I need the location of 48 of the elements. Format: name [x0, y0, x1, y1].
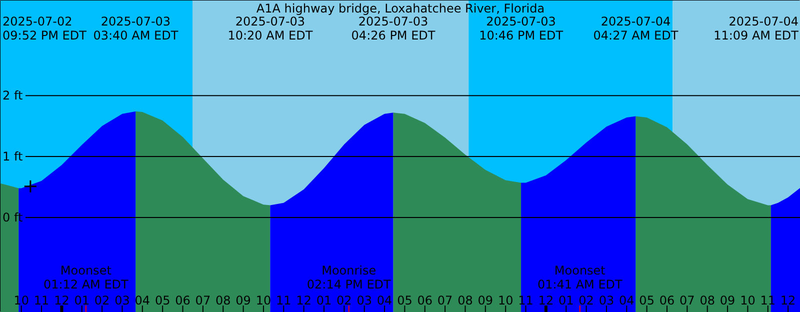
annotation: 2025-07-03 10:20 AM EDT — [228, 14, 314, 42]
x-tick-label: 10 — [740, 294, 756, 308]
x-tick-label: 05 — [639, 294, 654, 308]
x-tick-label: 06 — [175, 294, 190, 308]
x-tick-label: 12 — [296, 294, 312, 308]
x-tick-label: 07 — [437, 294, 453, 308]
x-tick-label: 02 — [578, 294, 594, 308]
x-tick-label: 01 — [558, 294, 574, 308]
x-tick-label: 10 — [498, 294, 514, 308]
x-tick-label: 11 — [34, 294, 50, 308]
x-tick-label: 08 — [215, 294, 231, 308]
x-tick-label: 01 — [316, 294, 332, 308]
x-tick-label: 12 — [538, 294, 554, 308]
x-tick-label: 06 — [659, 294, 675, 308]
annotation: 2025-07-02 09:52 PM EDT — [2, 14, 88, 42]
x-tick-label: 09 — [236, 294, 251, 308]
y-tick-label: 1 ft — [2, 150, 23, 164]
x-tick-label: 05 — [154, 294, 170, 308]
x-tick-label: 03 — [114, 294, 130, 308]
x-tick-label: 02 — [336, 294, 352, 308]
annotation: 2025-07-03 04:26 PM EDT — [351, 14, 436, 42]
x-tick-label: 05 — [397, 294, 412, 308]
x-tick-label: 09 — [720, 294, 736, 308]
x-tick-label: 11 — [276, 294, 292, 308]
x-tick-label: 12 — [54, 294, 70, 308]
annotation: 2025-07-04 11:09 AM EDT — [714, 14, 800, 42]
annotation: 2025-07-03 03:40 AM EDT — [93, 14, 179, 42]
x-tick-label: 04 — [376, 294, 392, 308]
x-tick-label: 08 — [700, 294, 715, 308]
x-tick-label: 12 — [780, 294, 796, 308]
x-tick-label: 09 — [478, 294, 494, 308]
annotation: 2025-07-04 04:27 AM EDT — [593, 14, 679, 42]
x-tick-label: 04 — [619, 294, 634, 308]
annotation: 2025-07-03 10:46 PM EDT — [479, 14, 564, 42]
ref-line-label: Moonrise 02:14 PM EDT — [306, 264, 392, 292]
x-tick-label: 08 — [458, 294, 473, 308]
chart-title: A1A highway bridge, Loxahatchee River, Florida — [256, 2, 545, 16]
ref-line-label: Moonset 01:41 AM EDT — [537, 264, 624, 292]
x-tick-label: 06 — [417, 294, 433, 308]
x-tick-label: 02 — [94, 294, 110, 308]
ref-line-label: Moonset 01:12 AM EDT — [43, 264, 130, 292]
y-tick-label: 2 ft — [2, 88, 23, 103]
x-tick-label: 04 — [134, 294, 150, 308]
x-tick-label: 07 — [680, 294, 695, 308]
x-tick-label: 03 — [356, 294, 372, 308]
x-tick-label: 01 — [74, 294, 90, 308]
x-tick-label: 03 — [598, 294, 614, 308]
x-tick-label: 07 — [195, 294, 211, 308]
